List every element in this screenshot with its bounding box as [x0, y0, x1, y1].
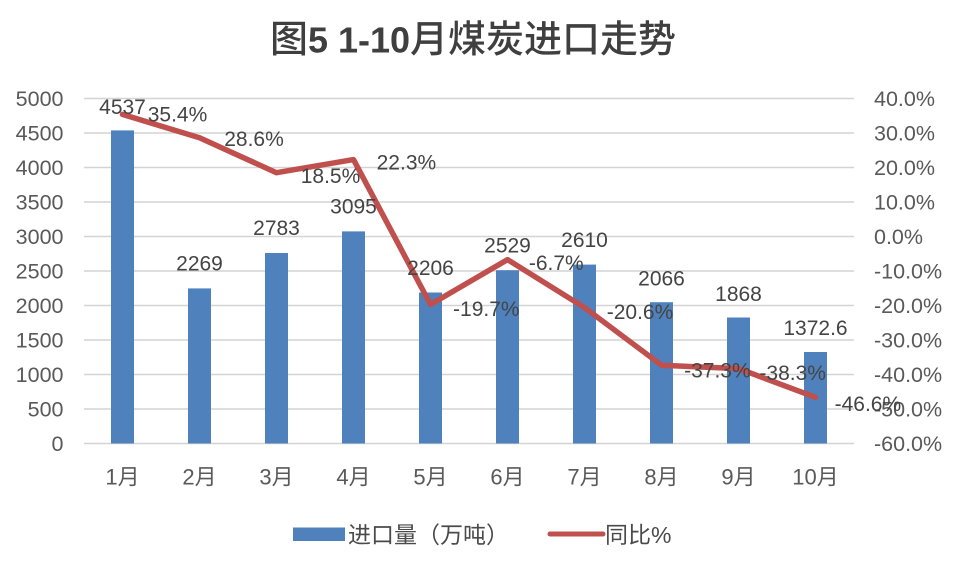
svg-text:-20.6%: -20.6%	[607, 301, 674, 324]
svg-text:1868: 1868	[715, 283, 762, 306]
svg-text:1000: 1000	[16, 363, 64, 387]
svg-text:-19.7%: -19.7%	[453, 298, 520, 321]
svg-text:-46.6%: -46.6%	[835, 393, 902, 416]
svg-text:-10.0%: -10.0%	[874, 260, 942, 284]
svg-text:-30.0%: -30.0%	[874, 329, 942, 353]
svg-text:5: 5	[413, 465, 425, 490]
svg-text:5 1-10: 5 1-10	[308, 19, 410, 60]
svg-text:20.0%: 20.0%	[874, 156, 935, 180]
svg-text:4000: 4000	[16, 156, 64, 180]
svg-text:%: %	[651, 522, 671, 548]
svg-text:3: 3	[259, 465, 271, 490]
svg-text:-20.0%: -20.0%	[874, 294, 942, 318]
svg-text:0.0%: 0.0%	[874, 225, 923, 249]
svg-text:1500: 1500	[16, 329, 64, 353]
svg-text:3000: 3000	[16, 225, 64, 249]
svg-text:2783: 2783	[253, 217, 300, 240]
svg-text:2529: 2529	[484, 235, 531, 258]
svg-text:30.0%: 30.0%	[874, 122, 935, 146]
svg-text:2000: 2000	[16, 294, 64, 318]
svg-text:9: 9	[721, 465, 733, 490]
svg-text:4500: 4500	[16, 122, 64, 146]
svg-text:7: 7	[567, 465, 579, 490]
svg-text:0: 0	[52, 432, 64, 456]
svg-text:10.0%: 10.0%	[874, 191, 935, 215]
svg-text:8: 8	[644, 465, 656, 490]
svg-text:4: 4	[336, 465, 348, 490]
svg-text:1372.6: 1372.6	[783, 317, 847, 340]
svg-text:4537: 4537	[99, 96, 146, 119]
svg-text:3500: 3500	[16, 191, 64, 215]
svg-text:-60.0%: -60.0%	[874, 432, 942, 456]
svg-text:28.6%: 28.6%	[224, 128, 284, 151]
svg-text:-6.7%: -6.7%	[529, 252, 584, 275]
svg-text:-40.0%: -40.0%	[874, 363, 942, 387]
svg-text:2269: 2269	[176, 252, 223, 275]
svg-text:-50.0%: -50.0%	[874, 398, 942, 422]
svg-text:22.3%: 22.3%	[377, 151, 437, 174]
svg-text:2206: 2206	[407, 257, 454, 280]
svg-text:500: 500	[28, 398, 64, 422]
svg-text:2: 2	[182, 465, 194, 490]
svg-text:35.4%: 35.4%	[148, 103, 208, 126]
svg-text:-38.3%: -38.3%	[759, 362, 826, 385]
svg-text:18.5%: 18.5%	[301, 165, 361, 188]
svg-text:5000: 5000	[16, 87, 64, 111]
svg-text:3095: 3095	[330, 195, 377, 218]
svg-text:10: 10	[792, 465, 816, 490]
svg-text:6: 6	[490, 465, 502, 490]
svg-text:-37.3%: -37.3%	[684, 360, 751, 383]
svg-text:40.0%: 40.0%	[874, 87, 935, 111]
svg-text:1: 1	[105, 465, 117, 490]
svg-text:2610: 2610	[561, 229, 608, 252]
svg-text:2500: 2500	[16, 260, 64, 284]
svg-text:2066: 2066	[638, 267, 685, 290]
